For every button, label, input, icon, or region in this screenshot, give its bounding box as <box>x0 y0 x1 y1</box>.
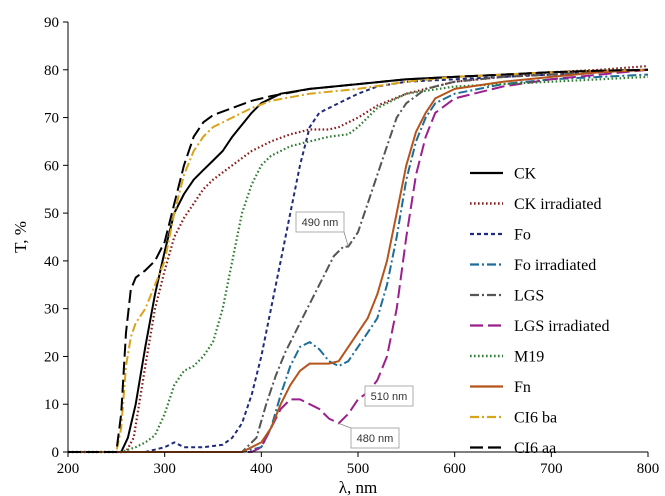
legend-label: LGS irradiated <box>514 318 610 335</box>
callout-box <box>364 385 414 407</box>
series-lines <box>68 64 649 454</box>
y-tick-label: 50 <box>44 206 59 222</box>
legend-label: CI6 aa <box>514 440 556 457</box>
y-tick-label: 90 <box>44 15 59 31</box>
y-tick-label: 70 <box>44 111 59 127</box>
series-line-fo <box>68 68 649 453</box>
callout-label: 480 nm <box>357 433 394 445</box>
y-tick-label: 30 <box>44 302 59 318</box>
y-tick-label: 40 <box>44 254 59 270</box>
series-line-lgs <box>68 68 649 453</box>
y-tick-label: 60 <box>44 158 59 174</box>
y-tick-label: 80 <box>44 63 59 79</box>
axes <box>67 22 648 453</box>
y-tick-label: 20 <box>44 349 59 365</box>
x-axis-title: λ, nm <box>339 478 377 496</box>
series-line-ck-irradiated <box>68 64 649 454</box>
x-tick-label: 400 <box>250 461 273 477</box>
x-tick-label: 800 <box>637 461 660 477</box>
callout-box <box>295 211 345 233</box>
callout-leader <box>343 231 349 247</box>
callouts: 490 nm 510 nm 480 nm <box>295 211 414 449</box>
legend: CK CK irradiated Fo Fo irradiated LGS LGS irr… <box>470 166 610 457</box>
series-line-m19 <box>68 75 649 454</box>
x-tick-label: 300 <box>153 461 176 477</box>
x-tick-label: 200 <box>57 461 80 477</box>
legend-label: M19 <box>514 349 544 366</box>
callout-box <box>350 427 400 449</box>
callout-label: 510 nm <box>371 391 408 403</box>
legend-label: Fo irradiated <box>514 257 596 274</box>
x-tick-label: 500 <box>347 461 370 477</box>
x-tick-label: 600 <box>443 461 466 477</box>
callout-leader <box>338 422 352 429</box>
tick-labels: 200 300 400 500 600 700 800 0 10 20 30 40 50 60 70 80 90 <box>44 15 659 477</box>
x-tick-label: 700 <box>540 461 563 477</box>
series-line-lgs-irradiated <box>68 68 649 453</box>
legend-label: Fo <box>514 227 531 244</box>
series-line-fn <box>68 68 649 453</box>
y-tick-label: 0 <box>52 445 60 461</box>
y-tick-label: 10 <box>44 397 59 413</box>
legend-label: CK <box>514 166 537 183</box>
y-axis-title: T, % <box>11 221 30 253</box>
legend-label: CI6 ba <box>514 410 557 427</box>
legend-label: LGS <box>514 288 544 305</box>
series-line-fo-irradiated <box>68 73 649 453</box>
legend-label: Fn <box>514 379 531 396</box>
callout-label: 490 nm <box>302 217 339 229</box>
series-line-ci6-aa <box>68 68 649 453</box>
legend-label: CK irradiated <box>514 196 602 213</box>
